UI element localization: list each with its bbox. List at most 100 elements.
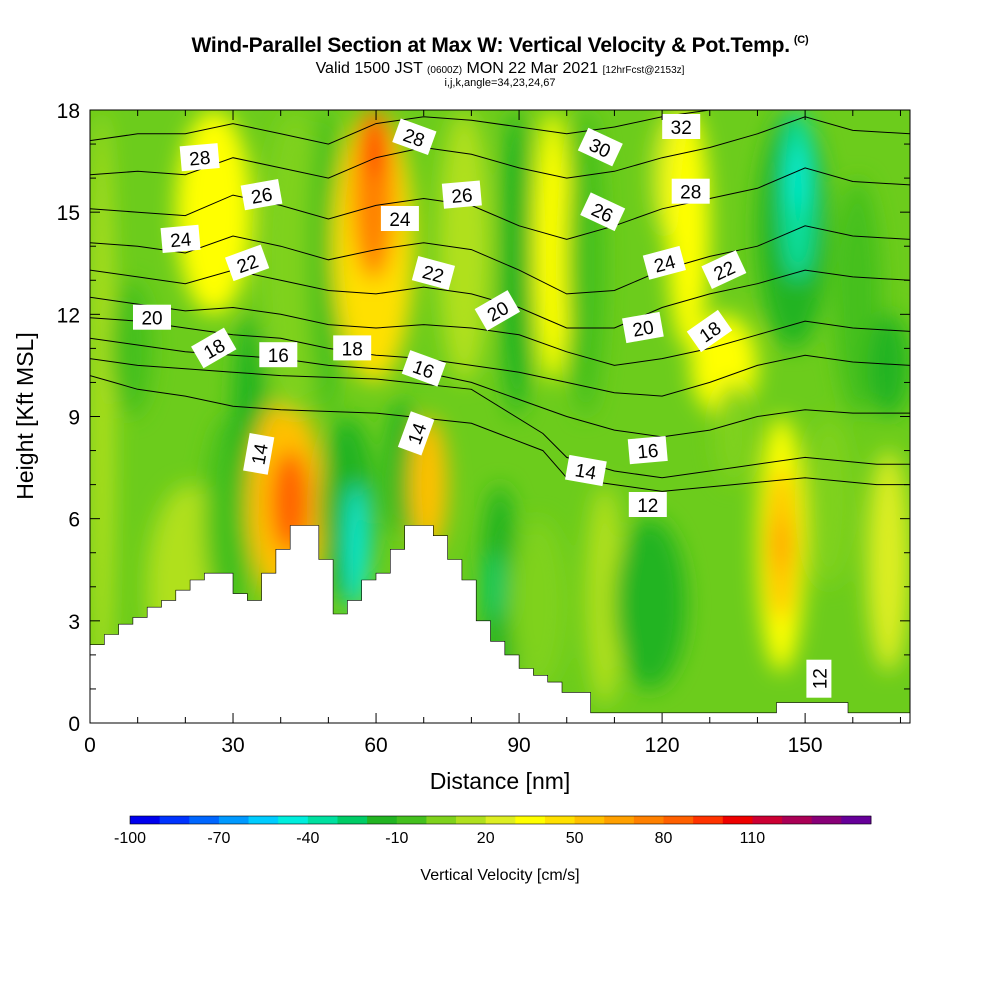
colorbar-swatch <box>633 816 664 824</box>
contour-label-text: 12 <box>637 496 658 517</box>
colorbar-swatch <box>307 816 338 824</box>
colorbar-swatch <box>396 816 427 824</box>
colorbar-tick-label: -70 <box>207 830 230 847</box>
contour-label-17: 32 <box>662 114 701 139</box>
contour-label-19: 28 <box>671 178 710 204</box>
velocity-cell-3 <box>175 110 253 315</box>
colorbar-swatch <box>604 816 635 824</box>
velocity-cell-36 <box>805 416 853 587</box>
grid-info: i,j,k,angle=34,23,24,67 <box>444 77 556 89</box>
colorbar-swatch <box>337 816 368 824</box>
colorbar-swatch <box>218 816 249 824</box>
x-tick-label: 30 <box>221 734 244 757</box>
x-tick-label: 150 <box>788 734 823 757</box>
y-tick-label: 3 <box>68 611 80 634</box>
colorbar-swatch <box>426 816 457 824</box>
contour-label-25: 14 <box>565 454 607 487</box>
chart-title: Wind-Parallel Section at Max W: Vertical… <box>0 34 1000 58</box>
contour-label-text: 26 <box>451 185 474 208</box>
theta-contour-14 <box>90 358 910 479</box>
terrain-profile <box>90 525 910 723</box>
velocity-cell-23 <box>566 110 605 417</box>
x-axis-label: Distance [nm] <box>430 768 571 794</box>
colorbar-swatch <box>515 816 546 824</box>
velocity-cell-29 <box>714 382 753 485</box>
theta-contour-20 <box>90 296 910 366</box>
contour-label-text: 18 <box>342 339 363 360</box>
velocity-cell-39 <box>867 314 910 417</box>
valid-date: MON 22 Mar 2021 <box>466 60 599 77</box>
contour-label-9: 28 <box>392 118 437 155</box>
colorbar-swatch <box>485 816 516 824</box>
colorbar-label: Vertical Velocity [cm/s] <box>420 867 579 884</box>
velocity-cell-38 <box>867 450 910 672</box>
colorbar-tick-label: -100 <box>114 830 146 847</box>
title-main: Wind-Parallel Section at Max W: Vertical… <box>191 34 791 57</box>
y-tick-label: 6 <box>68 509 80 532</box>
colorbar-swatch <box>782 816 813 824</box>
terrain-mask <box>90 525 910 723</box>
contour-label-text: 26 <box>250 184 274 208</box>
theta-contour-24 <box>90 225 910 295</box>
y-tick-label: 9 <box>68 407 80 430</box>
colorbar-swatch <box>811 816 842 824</box>
valid-prefix: Valid 1500 JST <box>315 60 423 77</box>
colorbar-tick-label: 110 <box>740 830 766 847</box>
theta-contour-28 <box>90 116 910 179</box>
forecast-info: [12hrFcst@2153z] <box>602 65 685 76</box>
x-ticks: 0 30 60 90 120 150 <box>84 110 901 757</box>
colorbar-swatch <box>159 816 190 824</box>
contour-label-text: 14 <box>573 460 598 484</box>
y-tick-label: 12 <box>57 304 80 327</box>
contour-label-22: 20 <box>622 311 664 344</box>
contour-label-16: 30 <box>577 127 623 167</box>
velocity-cell-20 <box>500 110 534 417</box>
contour-label-text: 24 <box>169 229 192 252</box>
contour-label-26: 12 <box>628 492 667 517</box>
colorbar-swatch <box>574 816 605 824</box>
y-tick-label: 18 <box>57 100 80 123</box>
theta-contour-30 <box>90 110 910 145</box>
velocity-cell-24 <box>585 484 624 706</box>
velocity-cell-22 <box>533 110 572 383</box>
y-tick-label: 15 <box>57 202 80 225</box>
colorbar-tick-label: 20 <box>477 830 495 847</box>
colorbar-swatch <box>189 816 220 824</box>
contour-label-text: 16 <box>268 346 289 367</box>
contour-label-7: 18 <box>333 335 372 361</box>
velocity-cell-11 <box>347 484 367 611</box>
colorbar: -100 -70 -40 -10 20 50 80 110 <box>114 815 872 847</box>
contour-label-text: 28 <box>188 148 211 171</box>
copyright-mark: (C) <box>793 34 809 46</box>
contour-label-23: 18 <box>686 309 733 353</box>
colorbar-swatch <box>456 816 487 824</box>
contour-label-3: 22 <box>224 244 270 282</box>
velocity-cell-27 <box>666 110 710 349</box>
contour-label-10: 24 <box>380 206 419 231</box>
colorbar-swatch <box>248 816 279 824</box>
velocity-cell-0 <box>90 110 114 723</box>
x-tick-label: 60 <box>364 734 387 757</box>
contour-label-27: 12 <box>806 659 832 698</box>
colorbar-tick-label: 80 <box>655 830 673 847</box>
velocity-cell-32 <box>771 518 791 570</box>
contour-label-15: 14 <box>397 411 435 456</box>
contour-label-11: 26 <box>441 180 482 209</box>
velocity-cell-21 <box>509 518 567 689</box>
contour-label-text: 24 <box>389 210 411 231</box>
velocity-cell-25 <box>614 518 686 689</box>
colorbar-tick-label: -10 <box>385 830 408 847</box>
x-tick-label: 90 <box>507 734 530 757</box>
theta-contour-12 <box>90 375 910 492</box>
colorbar-swatch <box>278 816 309 824</box>
contour-label-text: 16 <box>636 441 659 464</box>
contour-label-text: 14 <box>249 442 273 467</box>
colorbar-swatch <box>544 816 575 824</box>
colorbar-frame <box>129 815 872 825</box>
contour-label-24: 16 <box>627 435 668 465</box>
velocity-cell-35 <box>790 144 806 213</box>
contour-label-0: 28 <box>179 143 220 172</box>
x-tick-label: 120 <box>645 734 680 757</box>
contour-label-8: 14 <box>243 433 275 475</box>
velocity-cell-17 <box>438 110 491 383</box>
